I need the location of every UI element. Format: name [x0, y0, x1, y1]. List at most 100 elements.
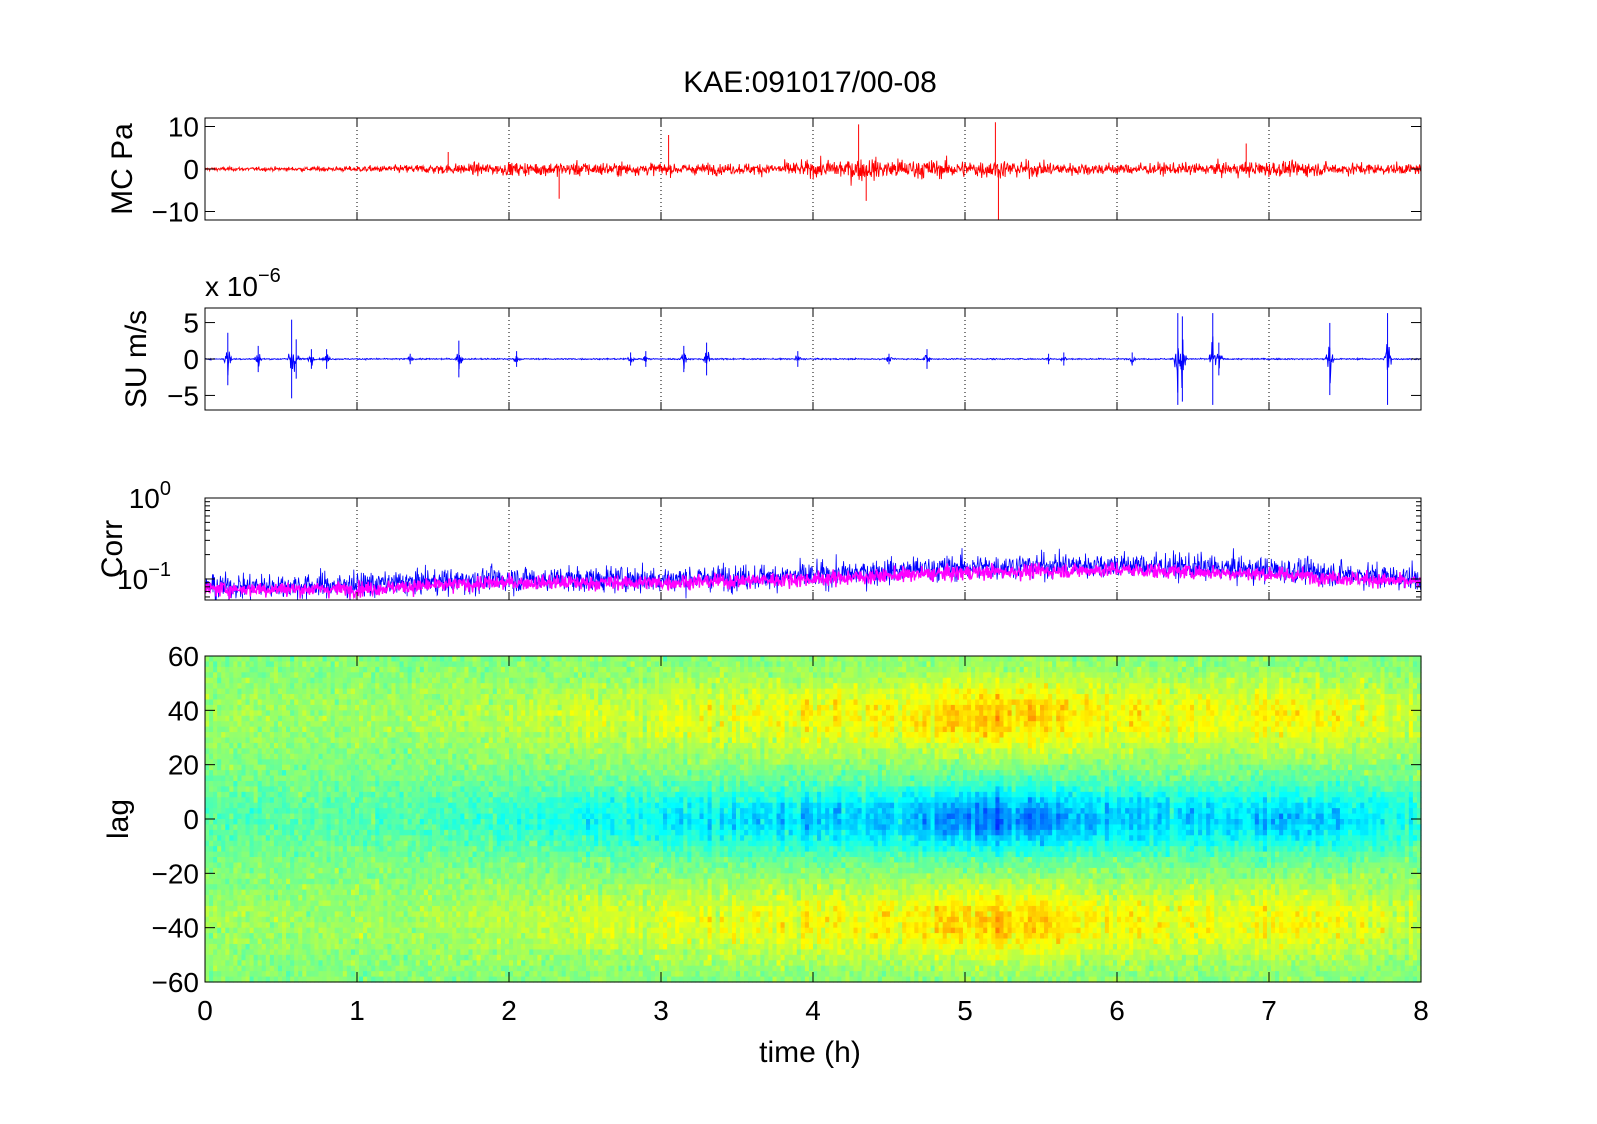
heatmap-cell [246, 710, 251, 716]
heatmap-cell [306, 699, 311, 705]
heatmap-cell [278, 868, 283, 874]
heatmap-cell [497, 830, 502, 836]
heatmap-cell [270, 699, 275, 705]
heatmap-cell [440, 716, 445, 722]
heatmap-cell [323, 841, 328, 847]
heatmap-cell [241, 928, 246, 934]
heatmap-cell [331, 890, 336, 896]
heatmap-cell [233, 770, 238, 776]
heatmap-cell [298, 667, 303, 673]
heatmap-cell [428, 917, 433, 923]
heatmap-cell [396, 656, 401, 662]
heatmap-cell [493, 862, 498, 868]
heatmap-cell [339, 678, 344, 684]
heatmap-cell [250, 960, 255, 966]
heatmap-cell [282, 960, 287, 966]
heatmap-cell [444, 895, 449, 901]
heatmap-cell [517, 776, 522, 782]
heatmap-cell [444, 846, 449, 852]
heatmap-cell [473, 786, 478, 792]
heatmap-cell [258, 944, 263, 950]
heatmap-cell [241, 949, 246, 955]
heatmap-cell [314, 933, 319, 939]
heatmap-cell [391, 971, 396, 977]
heatmap-cell [258, 895, 263, 901]
heatmap-cell [286, 906, 291, 912]
heatmap-cell [424, 906, 429, 912]
heatmap-cell [367, 846, 372, 852]
heatmap-cell [452, 857, 457, 863]
heatmap-cell [314, 814, 319, 820]
heatmap-cell [274, 738, 279, 744]
heatmap-cell [464, 808, 469, 814]
heatmap-cell [323, 797, 328, 803]
heatmap-cell [424, 868, 429, 874]
heatmap-cell [448, 819, 453, 825]
heatmap-cell [383, 672, 388, 678]
heatmap-cell [331, 966, 336, 972]
heatmap-cell [396, 966, 401, 972]
heatmap-cell [347, 716, 352, 722]
heatmap-cell [233, 803, 238, 809]
heatmap-cell [306, 922, 311, 928]
heatmap-cell [505, 857, 510, 863]
heatmap-cell [379, 846, 384, 852]
heatmap-cell [351, 966, 356, 972]
heatmap-cell [286, 748, 291, 754]
heatmap-cell [404, 960, 409, 966]
heatmap-cell [387, 939, 392, 945]
heatmap-cell [310, 727, 315, 733]
heatmap-cell [432, 911, 437, 917]
heatmap-cell [347, 819, 352, 825]
heatmap-cell [254, 949, 259, 955]
heatmap-cell [501, 862, 506, 868]
heatmap-cell [485, 884, 490, 890]
heatmap-cell [217, 786, 222, 792]
heatmap-cell [505, 786, 510, 792]
heatmap-cell [363, 721, 368, 727]
heatmap-cell [408, 732, 413, 738]
heatmap-cell [318, 971, 323, 977]
heatmap-cell [525, 770, 530, 776]
heatmap-cell [258, 738, 263, 744]
heatmap-cell [391, 667, 396, 673]
heatmap-cell [286, 901, 291, 907]
heatmap-cell [225, 656, 230, 662]
heatmap-cell [225, 705, 230, 711]
heatmap-cell [489, 835, 494, 841]
heatmap-cell [428, 716, 433, 722]
heatmap-cell [294, 656, 299, 662]
heatmap-cell [371, 678, 376, 684]
heatmap-cell [391, 922, 396, 928]
heatmap-cell [481, 792, 486, 798]
heatmap-cell [355, 738, 360, 744]
heatmap-cell [250, 852, 255, 858]
heatmap-cell [213, 792, 218, 798]
heatmap-cell [209, 721, 214, 727]
heatmap-cell [286, 852, 291, 858]
heatmap-cell [408, 846, 413, 852]
heatmap-cell [241, 738, 246, 744]
heatmap-cell [306, 857, 311, 863]
heatmap-cell [290, 754, 295, 760]
heatmap-cell [294, 884, 299, 890]
heatmap-cell [209, 949, 214, 955]
heatmap-cell [485, 656, 490, 662]
heatmap-cell [383, 917, 388, 923]
heatmap-cell [477, 748, 482, 754]
heatmap-cell [302, 716, 307, 722]
heatmap-cell [335, 830, 340, 836]
heatmap-cell [294, 754, 299, 760]
heatmap-cell [464, 911, 469, 917]
heatmap-cell [298, 846, 303, 852]
heatmap-cell [416, 917, 421, 923]
heatmap-cell [258, 727, 263, 733]
heatmap-cell [473, 716, 478, 722]
heatmap-cell [266, 901, 271, 907]
heatmap-cell [318, 846, 323, 852]
heatmap-cell [501, 808, 506, 814]
heatmap-cell [363, 966, 368, 972]
heatmap-cell [513, 917, 518, 923]
heatmap-cell [335, 705, 340, 711]
heatmap-cell [347, 922, 352, 928]
